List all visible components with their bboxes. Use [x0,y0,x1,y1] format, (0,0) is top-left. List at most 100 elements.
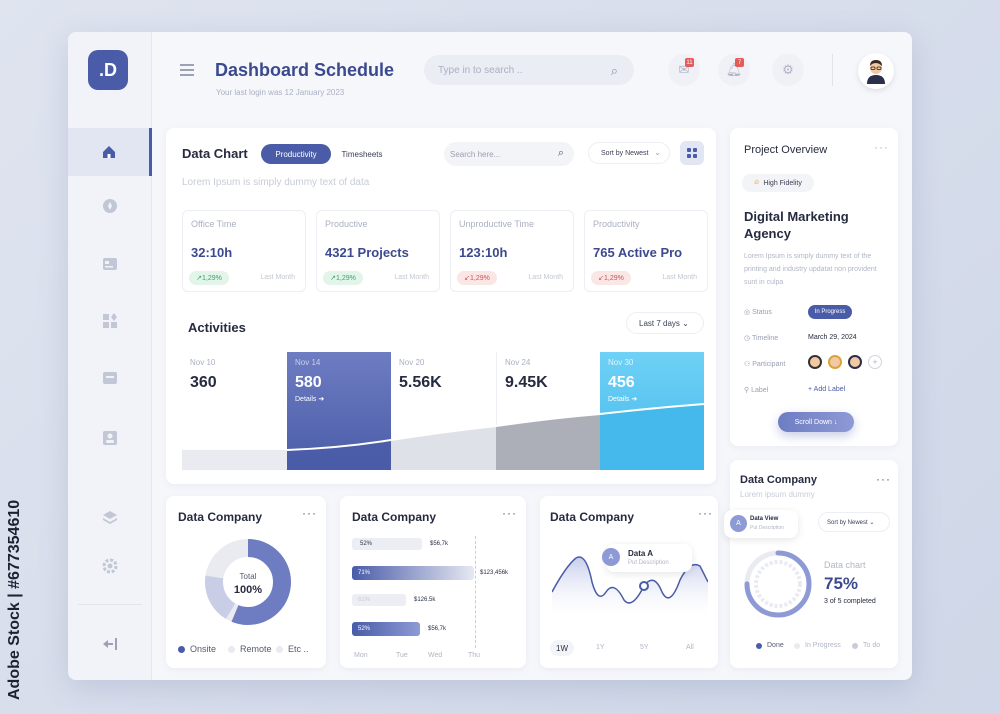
more-icon[interactable]: ··· [874,140,889,154]
last-login-text: Your last login was 12 January 2023 [216,88,345,97]
range-5y[interactable]: 5Y [640,644,649,651]
bar-card-title: Data Company [352,510,437,524]
legend-label: Onsite [190,644,217,654]
project-overview-title: Project Overview [744,144,828,156]
search-input[interactable]: Type in to search .. ⌕ [424,55,634,85]
range-dropdown[interactable]: Last 7 days ⌄ [626,312,704,334]
legend-in-progress: In Progress [794,642,841,649]
stat-value: 4321 Projects [325,245,409,260]
stock-watermark: Adobe Stock | #677354610 [6,499,23,700]
sidebar: .D [68,32,152,680]
legend-dot [276,645,283,653]
stat-label: Unproductive Time [459,219,535,229]
layers-icon[interactable] [68,494,152,542]
stat-change: 1,29% [336,274,356,282]
participant-avatar[interactable] [828,355,842,369]
bar-card: Data Company ··· 52% $56,7k 71% $123,456… [340,496,526,668]
stat-period: Last Month [528,274,563,281]
status-row: ◎ Status [744,309,772,316]
settings-button[interactable]: ⚙ [772,54,804,86]
participant-avatar[interactable] [848,355,862,369]
legend-label: Remote [240,644,272,654]
contact-icon[interactable] [68,414,152,462]
legend-dot [794,642,800,649]
tooltip-avatar: A [602,548,620,566]
add-participant-icon[interactable]: + [868,355,882,369]
activity-value: 580 [295,374,322,391]
search-placeholder: Type in to search .. [438,64,523,76]
bar-value: $123,456k [480,570,509,576]
mail-button[interactable]: ✉ 11 [668,54,700,86]
tab-timesheets[interactable]: Timesheets [341,149,383,159]
tooltip-title: Data View [750,516,779,522]
day-label: Mon [354,652,368,659]
more-icon[interactable]: ··· [698,506,713,520]
compass-icon[interactable] [68,182,152,230]
donut-card: Data Company ··· Total 100% Onsite Remot… [166,496,326,668]
bar[interactable]: 61% [352,594,406,606]
legend-done: Done [756,642,784,649]
stat-period: Last Month [260,274,295,281]
tooltip-avatar: A [730,515,747,532]
stat-label: Office Time [191,219,237,229]
activity-area-chart [182,403,704,470]
user-avatar[interactable] [858,53,894,89]
scroll-down-button[interactable]: Scroll Down ↓ [778,412,854,432]
sort-dropdown[interactable]: Sort by Newest ⌄ [818,512,890,532]
details-link[interactable]: Details ➜ [608,396,638,403]
stat-productive: Productive 4321 Projects ↗ 1,29% Last Month [316,210,440,292]
line-card: Data Company ··· A Data A Put Descriptio… [540,496,718,668]
trend-up-badge: ↗ 1,29% [323,271,363,285]
activity-date: Nov 20 [399,358,425,367]
tag-badge: 🔥︎ High Fidelity [742,174,814,192]
tag-label: High Fidelity [763,179,802,187]
app-logo[interactable]: .D [88,50,128,90]
details-link[interactable]: Details ➜ [295,396,325,403]
activity-value: 9.45K [505,374,548,391]
bar[interactable]: 71% [352,566,474,580]
bar-pct: 71% [358,570,371,576]
chart-search-placeholder: Search here... [450,150,501,159]
range-all[interactable]: All [686,644,694,651]
status-label: Status [752,309,772,316]
home-icon[interactable] [68,128,152,176]
range-1y[interactable]: 1Y [596,644,605,651]
chevron-down-icon: ⌄ [869,520,875,526]
tab-productivity[interactable]: Productivity [261,144,331,164]
stat-change: 1,29% [470,274,490,282]
tooltip-title: Data A [628,549,654,558]
details-label: Details [608,396,630,403]
legend-label: Etc .. [288,644,309,654]
bar[interactable]: 52% [352,538,422,550]
logout-icon[interactable] [68,620,152,668]
chart-search-input[interactable]: Search here... ⌕ [444,142,574,166]
stat-label: Productivity [593,219,640,229]
mail-icon: ✉ [678,62,690,77]
chevron-down-icon: ⌄ [654,148,661,157]
bar[interactable]: 52% [352,622,420,636]
add-label-link[interactable]: + Add Label [808,386,846,393]
inbox-icon[interactable] [68,354,152,402]
tooltip-subtitle: Put Description [750,525,784,531]
participant-avatar[interactable] [808,355,822,369]
more-icon[interactable]: ··· [502,506,517,520]
widgets-icon[interactable] [68,297,152,345]
card-icon[interactable] [68,240,152,288]
activity-date: Nov 14 [295,358,321,367]
progress-percent: 75% [824,574,859,593]
header-divider [832,54,833,86]
more-icon[interactable]: ··· [302,506,317,520]
stat-value: 32:10h [191,245,233,260]
range-1w[interactable]: 1W [550,640,574,656]
legend-to-do: To do [852,642,880,649]
settings-icon[interactable] [68,542,152,590]
line-chart [552,556,708,622]
hamburger-menu-icon[interactable] [180,64,194,76]
more-icon[interactable]: ··· [876,472,891,486]
notification-button[interactable]: 🔔︎ 7 [718,54,750,86]
activity-date: Nov 30 [608,358,634,367]
sort-dropdown[interactable]: Sort by Newest ⌄ [588,142,670,164]
grid-view-button[interactable] [680,141,704,165]
day-label: Tue [396,652,408,659]
legend-label: To do [863,642,881,649]
